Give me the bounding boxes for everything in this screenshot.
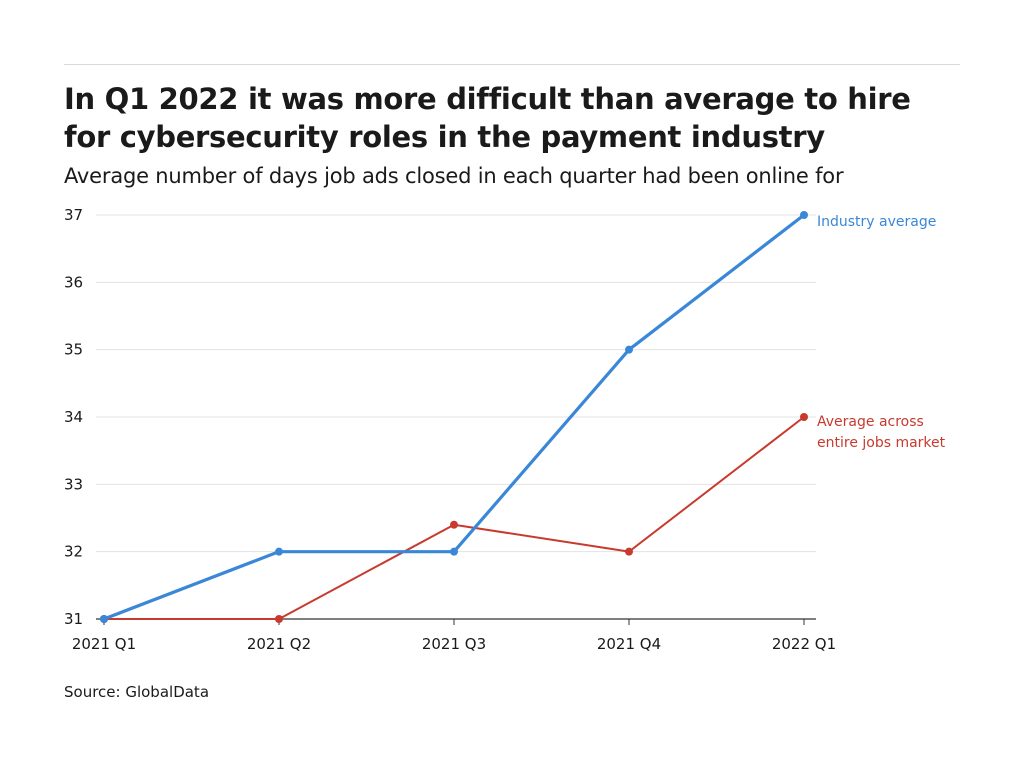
industry-average-point — [800, 211, 808, 219]
industry-average-point — [100, 615, 108, 623]
y-axis-ticks: 31 32 33 34 35 36 37 — [64, 206, 83, 628]
source-note: Source: GlobalData — [64, 683, 210, 701]
x-tick-label: 2022 Q1 — [772, 635, 836, 653]
market-average-point — [625, 547, 633, 556]
x-tick-label: 2021 Q3 — [422, 635, 486, 653]
market-average-line — [104, 416, 805, 620]
gridlines — [96, 214, 816, 620]
market-average-point — [450, 520, 458, 529]
x-tick-label: 2021 Q2 — [247, 635, 311, 653]
industry-average-label: Industry average — [817, 214, 936, 230]
y-tick-label: 35 — [64, 341, 83, 359]
x-tick-label: 2021 Q4 — [597, 635, 661, 653]
market-average-point — [275, 615, 283, 623]
industry-average-point — [275, 547, 283, 556]
y-tick-label: 36 — [64, 273, 83, 291]
industry-average-point — [450, 547, 458, 556]
market-average-point — [800, 413, 808, 421]
market-average-label-line: Average across — [817, 414, 924, 430]
series-lines — [100, 211, 808, 623]
x-axis-ticks: 2021 Q1 2021 Q2 2021 Q3 2021 Q4 2022 Q1 — [72, 619, 836, 653]
chart-subtitle: Average number of days job ads closed in… — [64, 164, 844, 188]
y-tick-label: 37 — [64, 206, 83, 224]
industry-average-point — [625, 345, 633, 354]
chart-title: In Q1 2022 it was more difficult than av… — [64, 82, 911, 154]
y-tick-label: 33 — [64, 475, 83, 493]
series-labels: Industry average Average across entire job… — [817, 214, 946, 451]
y-tick-label: 31 — [64, 610, 83, 628]
y-tick-label: 32 — [64, 543, 83, 561]
top-rule — [64, 64, 960, 65]
y-tick-label: 34 — [64, 408, 83, 426]
market-average-label-line: entire jobs market — [817, 435, 946, 451]
x-tick-label: 2021 Q1 — [72, 635, 136, 653]
